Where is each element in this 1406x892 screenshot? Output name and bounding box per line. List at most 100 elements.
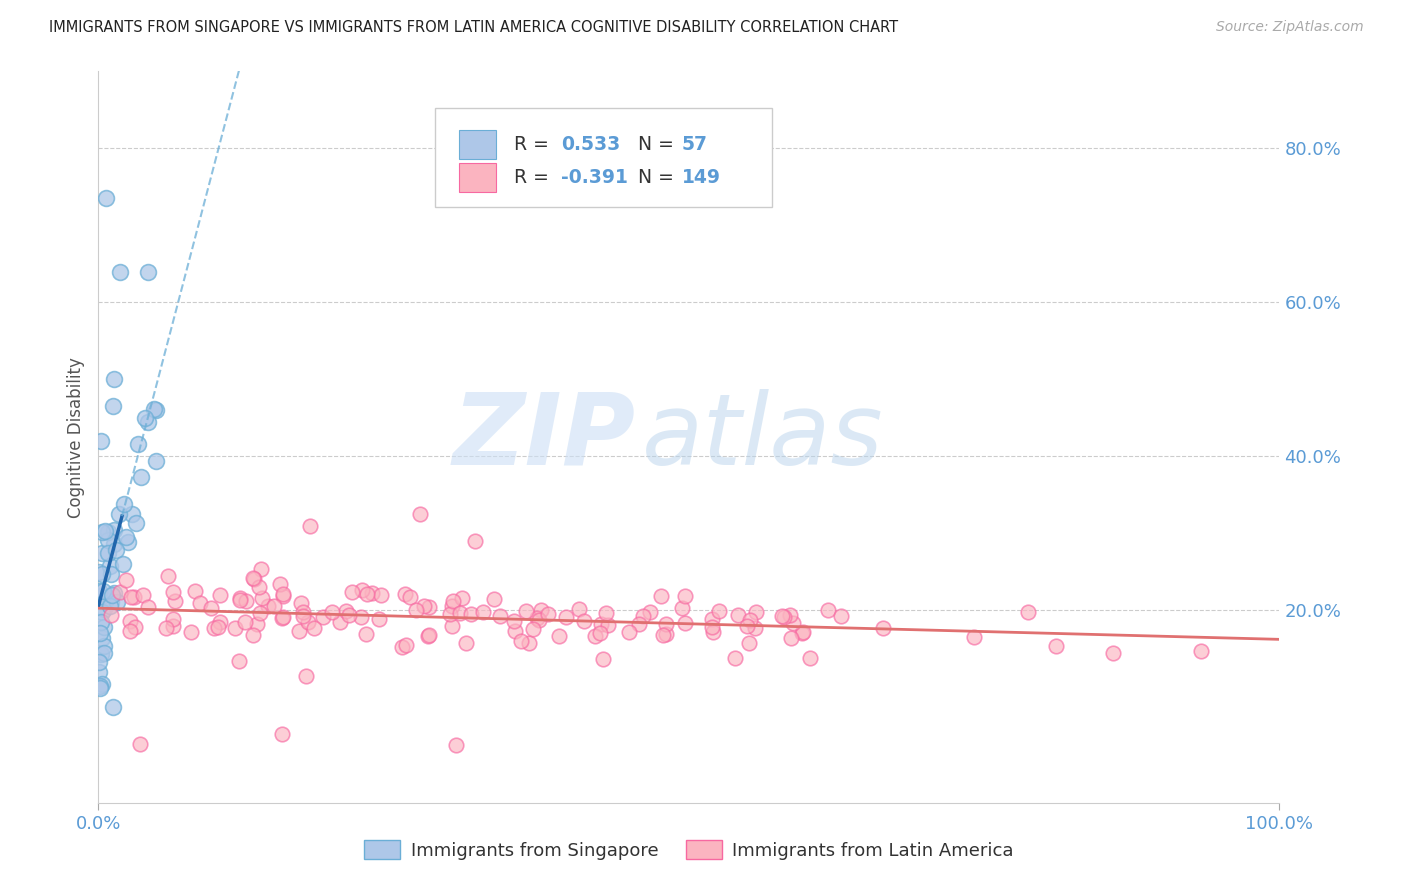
Point [418, 628, 440, 642]
Point [89, 665, 111, 679]
Point [779, 608, 801, 623]
Point [107, 507, 129, 521]
Point [292, 609, 315, 624]
Point [103, 372, 125, 386]
Point [90, 567, 112, 582]
Point [297, 615, 319, 629]
Point [271, 586, 294, 600]
Point [145, 403, 167, 417]
Point [250, 562, 273, 576]
Point [263, 599, 285, 614]
Point [100, 566, 122, 581]
Point [93, 646, 115, 660]
Point [93, 583, 115, 598]
Point [136, 600, 159, 615]
Point [329, 615, 352, 629]
Point [735, 619, 758, 633]
Point [124, 516, 146, 531]
Point [503, 614, 526, 628]
Text: atlas: atlas [641, 389, 883, 485]
Point [124, 619, 146, 633]
Point [90, 589, 112, 603]
Point [650, 589, 672, 603]
Point [1189, 643, 1212, 657]
Point [93, 640, 115, 654]
Point [100, 595, 122, 609]
Point [250, 591, 273, 606]
Point [817, 603, 839, 617]
Point [107, 594, 129, 608]
Point [273, 589, 295, 603]
Point [503, 624, 526, 639]
Point [188, 596, 211, 610]
Point [93, 602, 115, 616]
Point [651, 627, 673, 641]
Text: 149: 149 [682, 168, 721, 187]
Point [120, 615, 142, 629]
Point [202, 621, 225, 635]
Point [370, 588, 392, 602]
Point [460, 607, 482, 621]
Point [391, 640, 413, 654]
Point [256, 599, 278, 614]
Text: Source: ZipAtlas.com: Source: ZipAtlas.com [1216, 20, 1364, 34]
Point [291, 605, 314, 619]
Point [143, 402, 166, 417]
Point [1045, 639, 1067, 653]
Point [471, 605, 494, 619]
Point [121, 507, 143, 521]
Point [103, 537, 125, 551]
Point [439, 607, 461, 622]
Point [367, 612, 389, 626]
Point [574, 614, 596, 628]
Point [90, 434, 112, 448]
Point [155, 621, 177, 635]
Point [89, 681, 111, 695]
Point [120, 590, 142, 604]
Point [87, 584, 110, 599]
Point [527, 613, 550, 627]
Point [90, 546, 112, 560]
Point [517, 635, 540, 649]
Point [340, 584, 363, 599]
Point [90, 605, 112, 619]
Point [738, 614, 761, 628]
Point [89, 655, 111, 669]
Point [638, 605, 661, 619]
Point [100, 588, 122, 602]
Point [249, 607, 271, 621]
Point [799, 650, 821, 665]
Point [108, 264, 131, 278]
Point [200, 601, 222, 615]
Point [134, 411, 156, 425]
Point [269, 576, 291, 591]
Point [224, 621, 246, 635]
Point [242, 571, 264, 585]
Text: R =: R = [515, 135, 555, 154]
Point [235, 594, 257, 608]
Text: N =: N = [638, 135, 681, 154]
Point [180, 624, 202, 639]
Point [702, 625, 724, 640]
Point [127, 436, 149, 450]
Point [709, 604, 731, 618]
Point [100, 607, 122, 622]
Point [394, 587, 416, 601]
Y-axis label: Cognitive Disability: Cognitive Disability [66, 357, 84, 517]
Point [136, 264, 159, 278]
Point [103, 399, 125, 413]
Point [321, 606, 343, 620]
Point [90, 615, 112, 630]
Point [456, 635, 478, 649]
Point [162, 619, 184, 633]
Point [700, 620, 723, 634]
Point [631, 608, 654, 623]
Point [354, 626, 377, 640]
Point [162, 584, 184, 599]
Point [335, 604, 357, 618]
Point [702, 612, 724, 626]
Point [619, 624, 641, 639]
Point [567, 602, 589, 616]
Point [271, 609, 294, 624]
Point [655, 627, 678, 641]
